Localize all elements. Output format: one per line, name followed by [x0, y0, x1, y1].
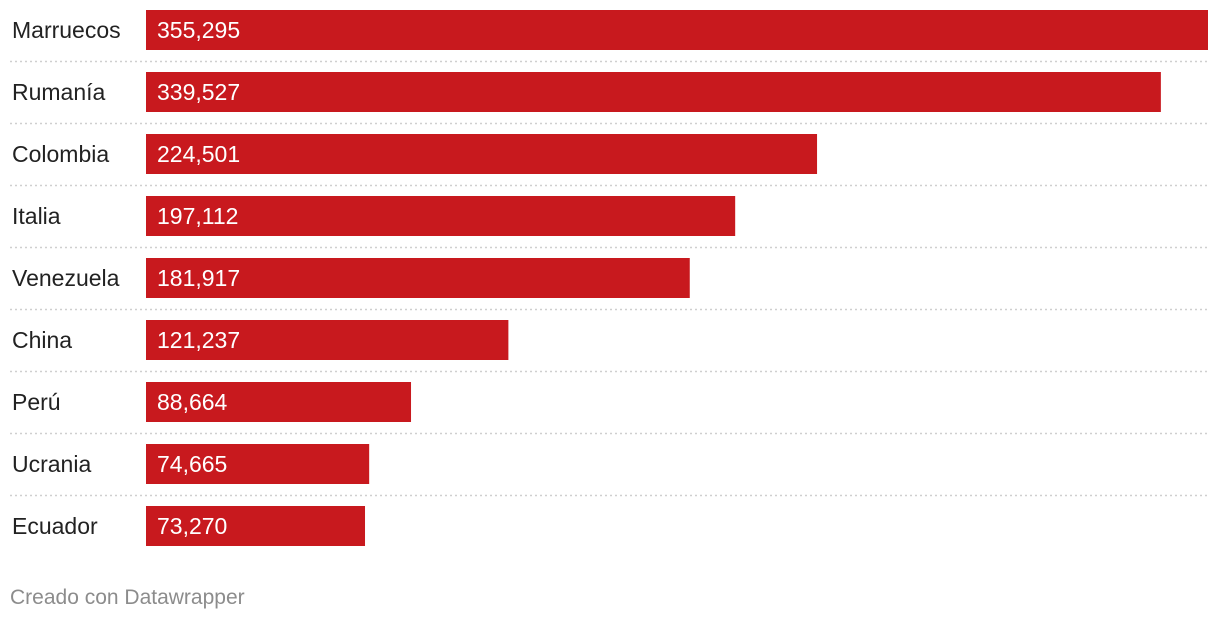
- bar-value-label: 355,295: [157, 17, 240, 43]
- bar: [146, 506, 366, 546]
- bar-chart: Marruecos 355,295 Rumanía 339,527 Colombia 22…: [10, 10, 1208, 546]
- bar-value-label: 197,112: [157, 203, 238, 229]
- bar-value-label: 339,527: [157, 79, 240, 105]
- category-label: Ucrania: [12, 451, 91, 477]
- bar: [146, 444, 370, 484]
- datawrapper-credit[interactable]: Creado con Datawrapper: [10, 586, 245, 609]
- bar-value-label: 74,665: [157, 451, 227, 477]
- category-label: Rumanía: [12, 79, 106, 105]
- bar-value-label: 181,917: [157, 265, 240, 291]
- category-label: Italia: [12, 203, 61, 229]
- bar: [146, 320, 509, 360]
- category-label: China: [12, 327, 72, 353]
- category-label: Venezuela: [12, 265, 120, 291]
- category-label: Marruecos: [12, 17, 121, 43]
- bar-value-label: 88,664: [157, 389, 228, 415]
- bar: [146, 10, 1208, 50]
- bar: [146, 134, 818, 174]
- category-label: Ecuador: [12, 513, 98, 539]
- bar: [146, 72, 1161, 112]
- bar: [146, 196, 736, 236]
- bar: [146, 258, 690, 298]
- bar-value-label: 73,270: [157, 513, 227, 539]
- category-label: Perú: [12, 389, 61, 415]
- bar-value-label: 224,501: [157, 141, 240, 167]
- bar: [146, 382, 412, 422]
- bar-value-label: 121,237: [157, 327, 240, 353]
- category-label: Colombia: [12, 141, 109, 167]
